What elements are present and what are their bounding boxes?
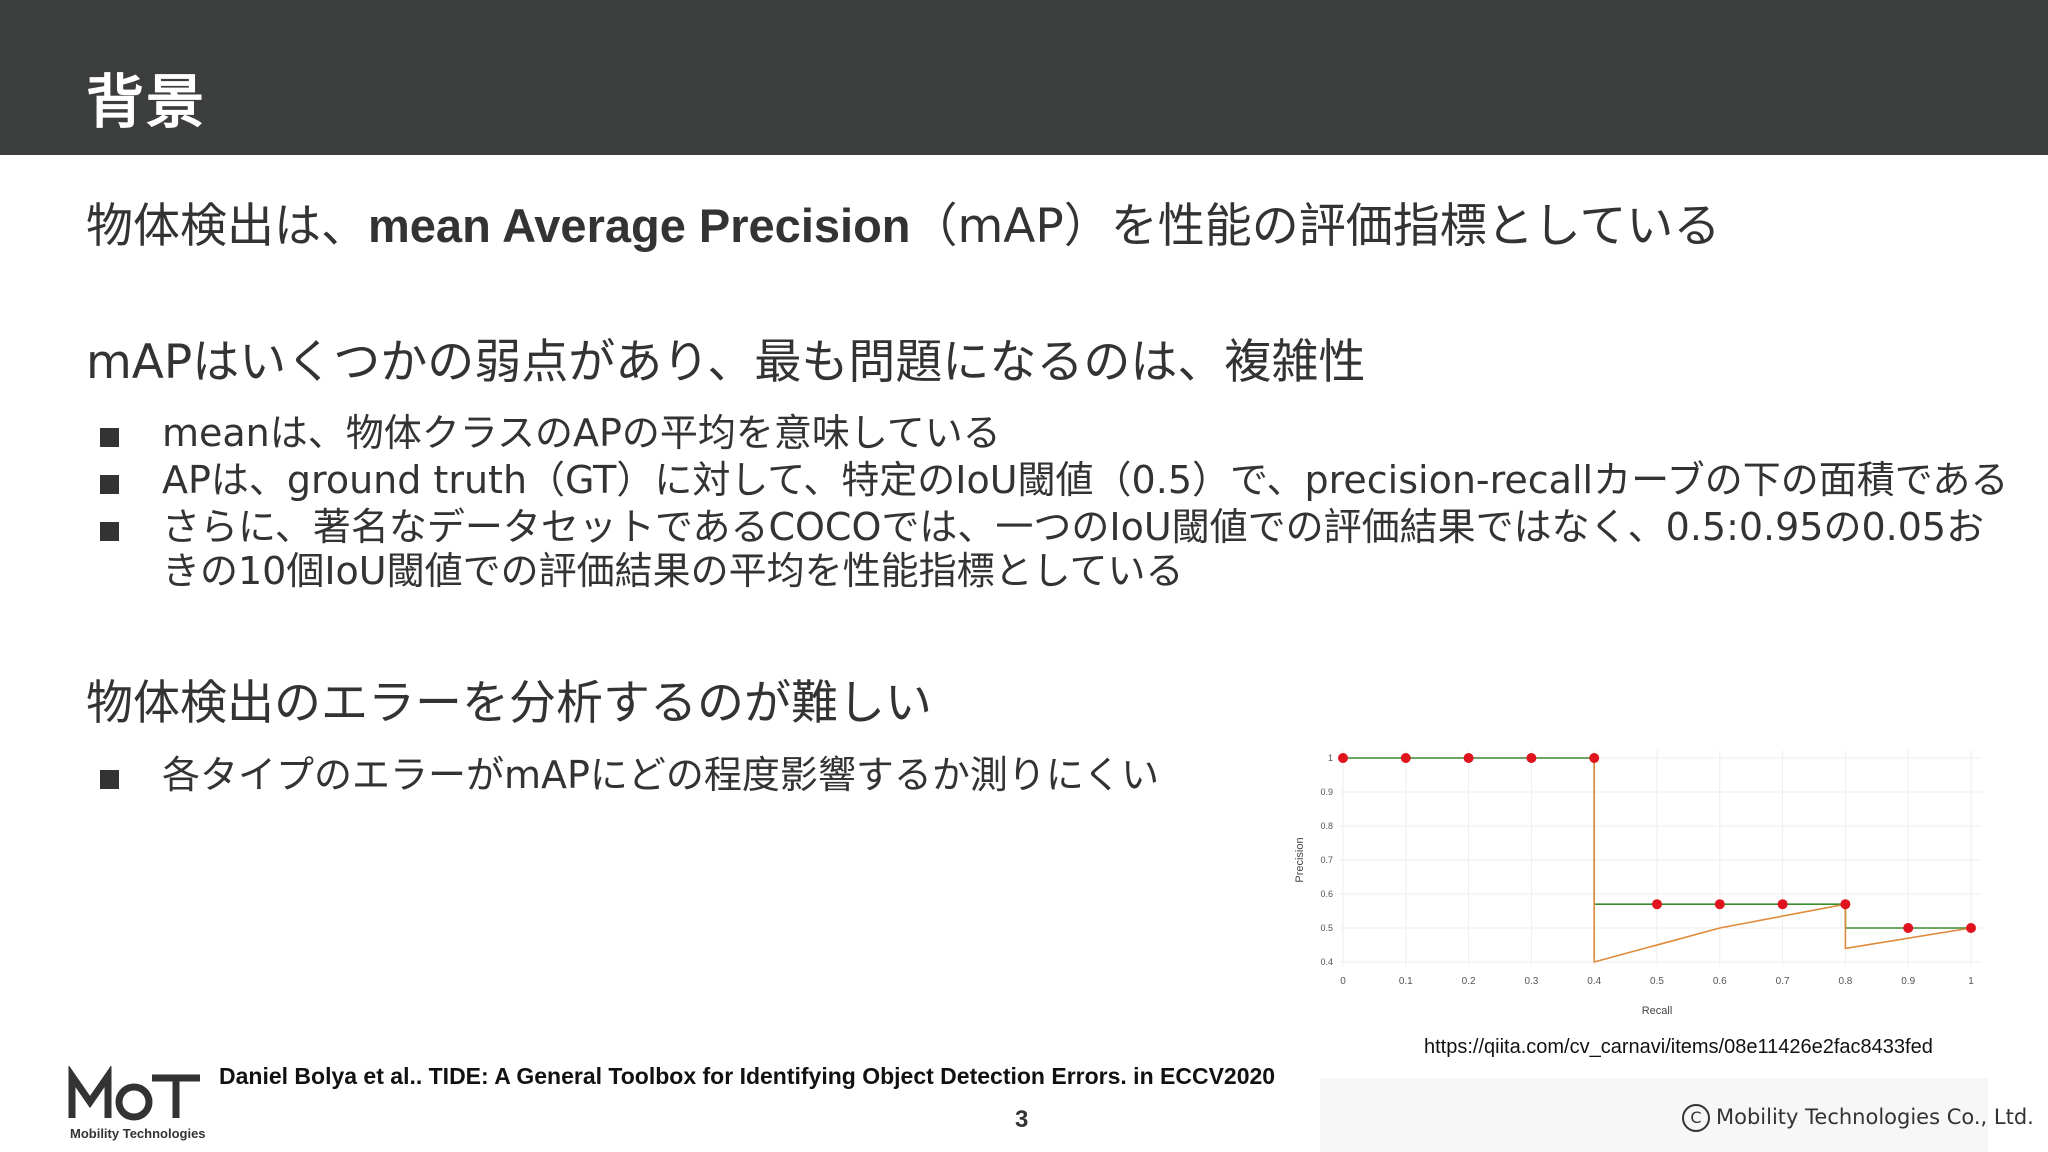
y-axis-label: Precision [1294,837,1306,882]
y-tick-label: 0.6 [1320,889,1333,899]
data-point [1652,899,1662,910]
data-point [1400,753,1411,763]
heading-map-weakness: mAPはいくつかの弱点があり、最も問題になるのは、複雑性 [86,335,1366,390]
slide-title: 背景 [86,68,207,136]
pr-curve-svg: 0 0.1 0.2 0.3 0.4 0.5 0.6 0.7 0.8 0.9 1 1 0.9 0.8 0.7 0… [1294,750,1981,1017]
x-tick-label: 0.7 [1776,976,1790,987]
y-tick-label: 0.9 [1320,787,1333,797]
data-point [1777,899,1788,910]
logo-company-name: Mobility Technologies [70,1126,206,1141]
x-tick-label: 0.9 [1901,976,1915,987]
bullet-marker [100,770,119,789]
data-point [1903,923,1914,933]
heading-error-analysis: 物体検出のエラーを分析するのが難しい [86,676,932,731]
data-point [1714,899,1725,910]
copyright: C Mobility Technologies Co., Ltd. [1682,1104,2034,1132]
x-tick-label: 1 [1968,976,1974,987]
data-point [1526,753,1537,763]
bullet-text: 各タイプのエラーがmAPにどの程度影響するか測りにくい [162,753,1160,797]
y-tick-label: 0.5 [1320,923,1333,933]
citation: Daniel Bolya et al.. TIDE: A General Too… [219,1063,1276,1089]
bullet-marker [100,522,119,541]
copyright-text: Mobility Technologies Co., Ltd. [1716,1105,2034,1129]
data-point [1840,899,1851,910]
x-tick-label: 0.6 [1713,976,1727,987]
x-tick-label: 0.1 [1399,976,1413,987]
bullet-text: さらに、著名なデータセットであるCOCOでは、一つのIoU閾値での評価結果ではな… [162,505,1985,549]
raw-pr-curve [1593,758,1972,964]
copyright-icon: C [1682,1104,1710,1132]
data-point [1589,753,1600,763]
heading-map-metric-part1: 物体検出は、 [86,199,368,254]
bullet-text: meanは、物体クラスのAPの平均を意味している [162,411,1001,455]
y-tick-label: 1 [1328,753,1333,763]
x-tick-label: 0.8 [1838,976,1852,987]
bullet-text: APは、ground truth（GT）に対して、特定のIoU閾値（0.5）で、… [162,458,2009,502]
heading-map-metric: 物体検出は、mean Average Precision（mAP）を性能の評価指… [86,196,1720,257]
heading-map-metric-part2: （mAP）を性能の評価指標としている [910,199,1721,254]
x-tick-label: 0.2 [1462,976,1476,987]
x-tick-label: 0.4 [1587,976,1601,987]
data-point [1463,753,1474,763]
data-point [1338,753,1348,763]
mot-logo-icon [68,1066,200,1121]
y-tick-label: 0.4 [1320,957,1333,967]
pr-curve-chart: 0 0.1 0.2 0.3 0.4 0.5 0.6 0.7 0.8 0.9 1 1 0.9 0.8 0.7 0… [1283,738,1988,1078]
y-tick-label: 0.8 [1320,821,1333,831]
x-tick-label: 0.3 [1524,976,1538,987]
bullet-marker [100,475,119,494]
source-url[interactable]: https://qiita.com/cv_carnavi/items/08e11… [1424,1036,1933,1058]
page-number: 3 [1015,1106,1029,1133]
x-axis-label: Recall [1642,1005,1673,1017]
x-tick-label: 0 [1340,976,1346,987]
heading-map-metric-bold: mean Average Precision [368,199,911,252]
title-bar: 背景 [0,0,2048,155]
x-tick-label: 0.5 [1650,976,1664,987]
bullet-marker [100,428,119,447]
y-tick-label: 0.7 [1320,855,1333,865]
data-point [1966,923,1976,933]
bullet-text-continuation: きの10個IoU閾値での評価結果の平均を性能指標としている [162,549,1184,593]
